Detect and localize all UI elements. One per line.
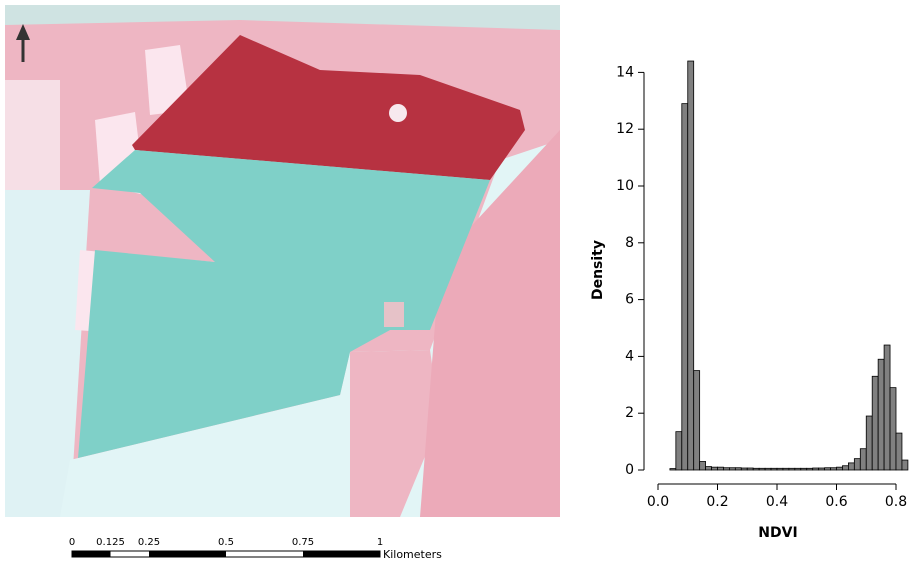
- bar: [848, 463, 854, 470]
- scale-segment: [149, 551, 226, 557]
- bar: [676, 432, 682, 470]
- bar: [753, 468, 759, 470]
- bar: [866, 416, 872, 470]
- bar: [694, 371, 700, 470]
- y-tick-label: 4: [625, 348, 634, 364]
- y-tick-label: 0: [625, 462, 634, 478]
- bar: [860, 449, 866, 470]
- bar: [765, 468, 771, 470]
- bar: [896, 433, 902, 470]
- bar: [890, 388, 896, 470]
- y-tick-label: 8: [625, 235, 634, 251]
- scale-label: 0.75: [292, 537, 314, 548]
- bar: [729, 468, 735, 470]
- x-tick-label: 0.2: [706, 494, 728, 510]
- bar: [718, 467, 724, 470]
- plot: [384, 302, 404, 327]
- bar: [706, 467, 712, 470]
- bar: [831, 468, 837, 470]
- y-tick-label: 14: [616, 64, 634, 80]
- bar: [807, 468, 813, 470]
- spot: [389, 104, 407, 122]
- bar: [813, 468, 819, 470]
- bar: [801, 468, 807, 470]
- bar: [878, 359, 884, 470]
- scale-segment: [303, 551, 380, 557]
- bar: [670, 469, 676, 470]
- bar: [795, 468, 801, 470]
- y-tick-label: 10: [616, 178, 634, 194]
- bar: [825, 468, 831, 470]
- bar: [789, 468, 795, 470]
- bar: [902, 460, 908, 470]
- figure: 0 0.125 0.25 0.5 0.75 1Kilometers Density NDV…: [0, 0, 914, 562]
- scale-segment: [72, 551, 111, 557]
- scale-unit: Kilometers: [383, 548, 442, 561]
- bar: [854, 459, 860, 470]
- y-tick-label: 12: [616, 121, 634, 137]
- scale-label: 0.125: [96, 537, 125, 548]
- scale-label: 0.5: [218, 537, 234, 548]
- bar: [771, 468, 777, 470]
- y-tick-label: 6: [625, 292, 634, 308]
- bar: [682, 104, 688, 470]
- bar: [837, 467, 843, 470]
- bar: [741, 468, 747, 470]
- bar: [884, 345, 890, 470]
- bar: [700, 461, 706, 470]
- scale-label: 0.25: [138, 537, 160, 548]
- map: [5, 5, 560, 517]
- y-axis-label: Density: [590, 240, 606, 300]
- bar: [783, 468, 789, 470]
- bar: [759, 468, 765, 470]
- bar: [747, 468, 753, 470]
- x-tick-label: 0.6: [825, 494, 847, 510]
- x-tick-label: 0.8: [885, 494, 907, 510]
- field: [5, 80, 60, 190]
- bar: [723, 468, 729, 470]
- bar: [735, 468, 741, 470]
- bar: [712, 467, 718, 470]
- histogram: Density NDVI 0 2 4 6 8 10 12 14 0.0 0.2 0.4 0.6 0.8: [590, 61, 908, 541]
- x-axis-label: NDVI: [758, 525, 797, 541]
- y-tick-label: 2: [625, 405, 634, 421]
- bar: [777, 468, 783, 470]
- bar: [688, 61, 694, 470]
- x-tick-label: 0.4: [766, 494, 788, 510]
- bar: [842, 466, 848, 470]
- scale-label: 0: [69, 537, 75, 548]
- page: {"map":{"scale_labels":["0","0.125","0.2…: [0, 0, 914, 562]
- scale-label: 1: [377, 537, 383, 548]
- bar: [819, 468, 825, 470]
- x-tick-label: 0.0: [647, 494, 669, 510]
- bar: [872, 376, 878, 470]
